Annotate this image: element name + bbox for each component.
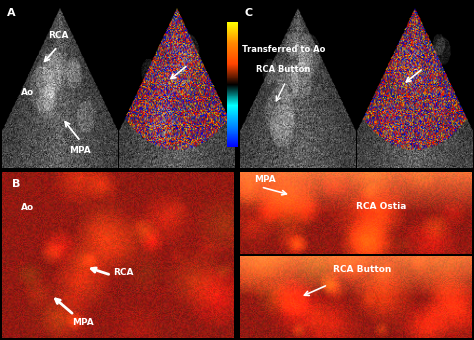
Text: RCA Button: RCA Button (333, 266, 391, 274)
Text: Transferred to Ao: Transferred to Ao (242, 45, 325, 54)
Text: RCA: RCA (114, 268, 134, 277)
Text: MPA: MPA (72, 318, 94, 327)
Text: Ao: Ao (21, 88, 34, 97)
Text: RCA Ostia: RCA Ostia (356, 202, 406, 211)
Text: RCA: RCA (48, 31, 69, 40)
Text: C: C (245, 8, 253, 18)
Text: RCA Button: RCA Button (256, 65, 311, 73)
Text: A: A (7, 8, 16, 18)
Text: B: B (12, 179, 20, 189)
Text: MPA: MPA (69, 146, 91, 155)
Text: Ao: Ao (21, 203, 34, 212)
Text: MPA: MPA (254, 175, 275, 184)
